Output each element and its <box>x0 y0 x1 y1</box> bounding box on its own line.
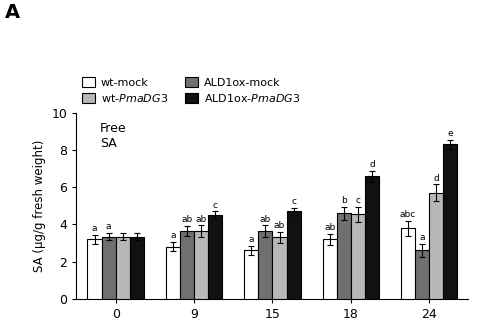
Text: A: A <box>5 3 20 22</box>
Bar <box>180 231 194 299</box>
Text: a: a <box>92 224 97 233</box>
Bar <box>244 250 258 299</box>
Bar <box>429 193 444 299</box>
Text: d: d <box>434 174 439 183</box>
Text: a: a <box>170 231 175 240</box>
Bar <box>323 239 337 299</box>
Text: ab: ab <box>196 214 207 223</box>
Text: ab: ab <box>260 214 271 223</box>
Y-axis label: SA (μg/g fresh weight): SA (μg/g fresh weight) <box>33 140 46 272</box>
Bar <box>337 213 351 299</box>
Bar <box>444 144 457 299</box>
Bar <box>194 231 208 299</box>
Bar <box>130 236 144 299</box>
Text: e: e <box>447 129 453 138</box>
Text: d: d <box>369 160 375 169</box>
Text: c: c <box>291 197 296 206</box>
Bar <box>258 231 272 299</box>
Text: ab: ab <box>181 215 193 224</box>
Bar <box>272 237 287 299</box>
Text: ab: ab <box>274 221 285 230</box>
Text: a: a <box>106 222 111 231</box>
Bar <box>208 215 222 299</box>
Text: a: a <box>419 233 425 242</box>
Text: c: c <box>356 196 360 205</box>
Text: a: a <box>249 235 254 244</box>
Bar <box>166 247 180 299</box>
Bar <box>401 228 415 299</box>
Bar <box>415 250 429 299</box>
Text: ab: ab <box>324 223 335 232</box>
Text: Free
SA: Free SA <box>100 122 127 150</box>
Text: c: c <box>213 201 218 209</box>
Bar <box>287 211 301 299</box>
Legend: wt-mock, wt-$\it{PmaDG3}$, ALD1ox-mock, ALD1ox-$\it{PmaDG3}$: wt-mock, wt-$\it{PmaDG3}$, ALD1ox-mock, … <box>82 77 300 104</box>
Text: b: b <box>341 196 347 205</box>
Bar <box>116 236 130 299</box>
Bar <box>351 214 365 299</box>
Text: abc: abc <box>400 210 416 219</box>
Bar <box>101 236 116 299</box>
Bar <box>365 176 379 299</box>
Bar <box>87 239 101 299</box>
